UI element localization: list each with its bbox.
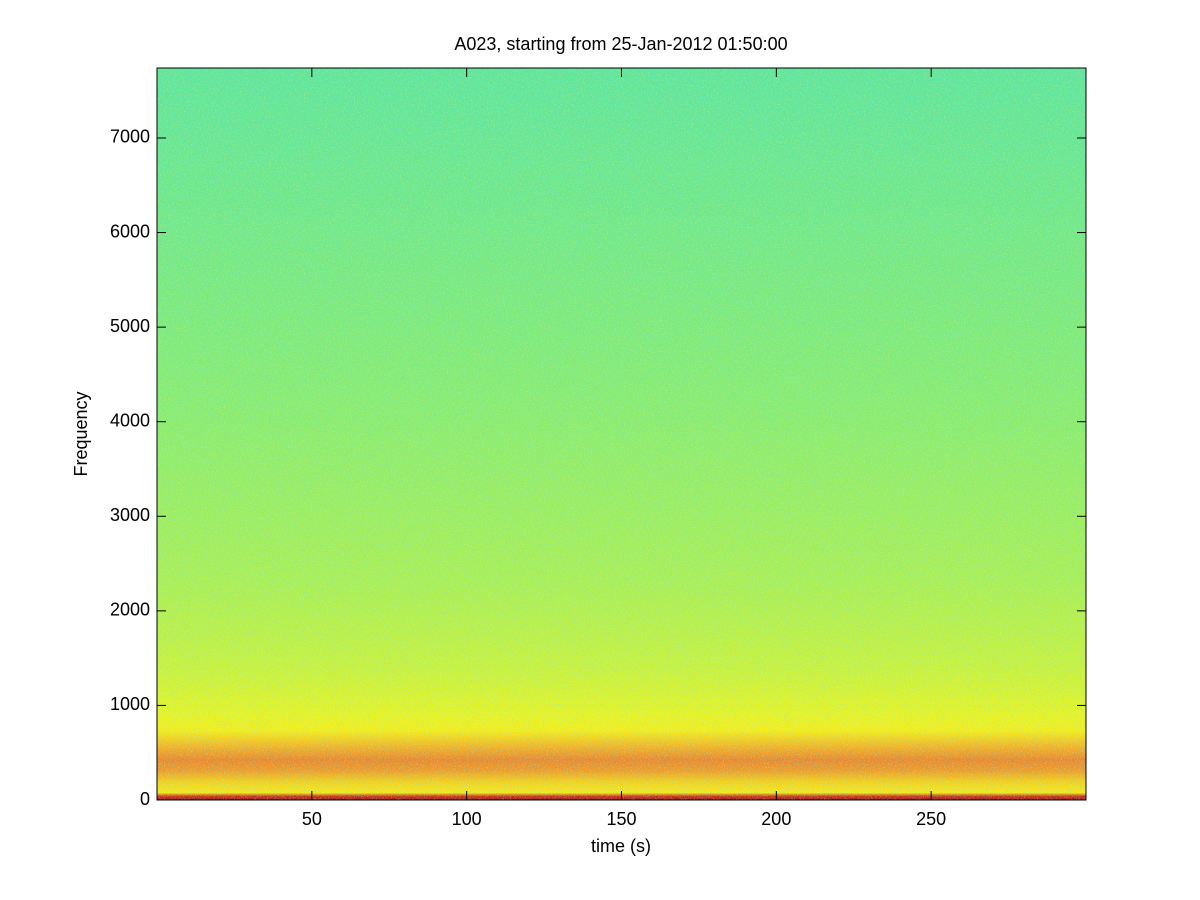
- y-tick-label: 3000: [110, 505, 150, 525]
- chart-title: A023, starting from 25-Jan-2012 01:50:00: [454, 34, 787, 54]
- x-tick-label: 150: [606, 809, 636, 829]
- x-tick-label: 50: [302, 809, 322, 829]
- x-axis-label: time (s): [591, 836, 651, 856]
- y-tick-label: 0: [140, 789, 150, 809]
- y-tick-label: 1000: [110, 694, 150, 714]
- y-tick-label: 2000: [110, 600, 150, 620]
- x-tick-label: 200: [761, 809, 791, 829]
- y-tick-label: 5000: [110, 316, 150, 336]
- x-tick-label: 100: [452, 809, 482, 829]
- y-tick-label: 6000: [110, 221, 150, 241]
- spectrogram-image: [157, 68, 1086, 800]
- y-tick-label: 7000: [110, 127, 150, 147]
- x-tick-label: 250: [916, 809, 946, 829]
- y-tick-label: 4000: [110, 410, 150, 430]
- y-axis-label: Frequency: [71, 391, 91, 476]
